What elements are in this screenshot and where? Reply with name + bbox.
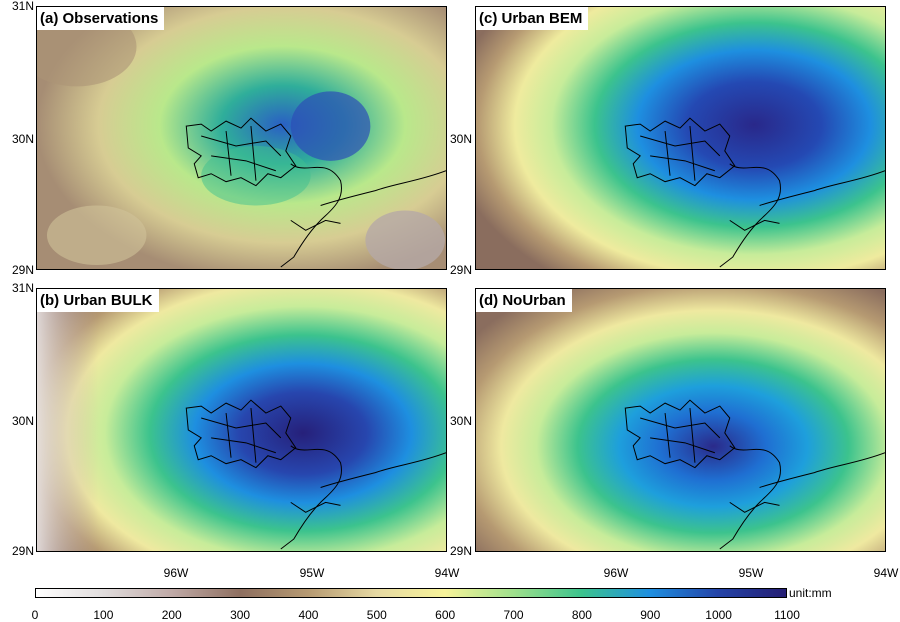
map-outline-path: [320, 452, 446, 488]
map-outline-path: [624, 117, 736, 187]
panel-urban-bem: (c) Urban BEM: [475, 6, 886, 270]
y-tick: 30N: [449, 414, 472, 428]
colorbar-tick-label: 0: [31, 608, 39, 622]
coastline-d: [624, 399, 885, 550]
map-outline-path: [280, 445, 342, 550]
y-tick: 29N: [11, 544, 34, 558]
map-outline-path: [280, 163, 342, 268]
coastline-a: [185, 117, 446, 268]
colorbar-tick-label: 200: [161, 608, 182, 622]
coastline-c: [624, 117, 885, 268]
colorbar-tick-label: 100: [93, 608, 114, 622]
panel-label: (b) Urban BULK: [37, 289, 159, 312]
colorbar-tick-label: 800: [571, 608, 592, 622]
map-outline-path: [719, 445, 781, 550]
x-tick: 96W: [163, 566, 189, 580]
x-tick: 95W: [299, 566, 325, 580]
colorbar: [35, 588, 787, 598]
map-outline-path: [640, 408, 721, 463]
map-outline-path: [201, 408, 282, 463]
panel-observations: (a) Observations: [36, 6, 447, 270]
panel-nourban: (d) NoUrban: [475, 288, 886, 552]
map-outline-path: [759, 452, 885, 488]
map-outline-path: [290, 501, 341, 513]
precip-field-b: [37, 289, 446, 551]
panel-urban-bulk: (b) Urban BULK: [36, 288, 447, 552]
y-tick: 29N: [449, 263, 472, 277]
x-tick: 95W: [738, 566, 764, 580]
colorbar-tick-label: 1100: [774, 608, 800, 622]
colorbar-tick-label: 700: [503, 608, 524, 622]
y-tick: 31N: [11, 281, 34, 295]
map-outline-path: [624, 399, 736, 469]
map-outline-path: [729, 219, 780, 231]
map-outline-path: [185, 399, 297, 469]
colorbar-tick-label: 400: [298, 608, 319, 622]
map-outline-path: [719, 163, 781, 268]
map-outline-path: [185, 117, 297, 187]
x-tick: 94W: [434, 566, 460, 580]
precip-field-c: [476, 7, 885, 269]
panel-label: (a) Observations: [37, 7, 165, 30]
panel-label: (d) NoUrban: [476, 289, 572, 312]
precip-field-a: [37, 7, 446, 269]
colorbar-tick-label: 1000: [705, 608, 732, 622]
colorbar-tick-label: 500: [366, 608, 387, 622]
y-tick: 30N: [11, 414, 34, 428]
map-outline-path: [290, 219, 341, 231]
map-outline-path: [729, 501, 780, 513]
colorbar-tick-label: 900: [640, 608, 661, 622]
map-outline-path: [320, 170, 446, 206]
coastline-b: [185, 399, 446, 550]
x-tick: 96W: [603, 566, 629, 580]
x-tick: 94W: [873, 566, 899, 580]
colorbar-tick-label: 600: [435, 608, 456, 622]
precip-field-d: [476, 289, 885, 551]
map-outline-path: [640, 126, 721, 181]
y-tick: 29N: [449, 544, 472, 558]
map-outline-path: [759, 170, 885, 206]
colorbar-tick-label: 300: [230, 608, 251, 622]
map-outline-path: [201, 126, 282, 181]
y-tick: 30N: [449, 132, 472, 146]
panel-label: (c) Urban BEM: [476, 7, 589, 30]
y-tick: 31N: [11, 0, 34, 13]
colorbar-unit: unit:mm: [789, 586, 832, 600]
y-tick: 29N: [11, 263, 34, 277]
y-tick: 30N: [11, 132, 34, 146]
